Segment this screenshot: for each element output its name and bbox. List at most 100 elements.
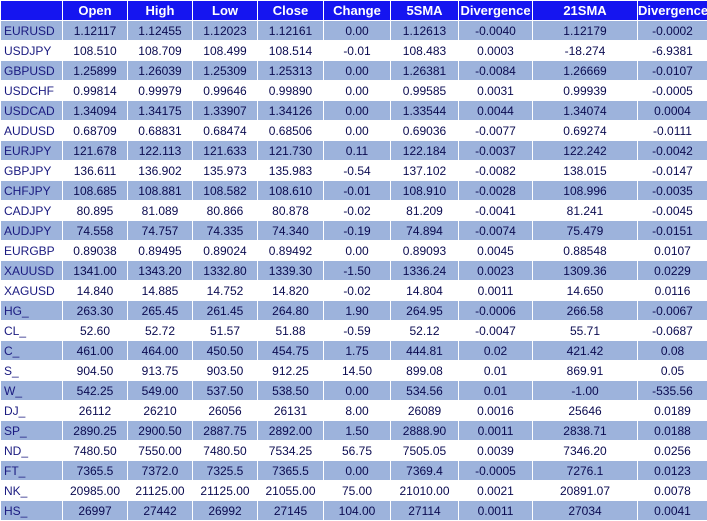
symbol-cell: S_ [0,360,63,381]
symbol-cell: XAGUSD [0,280,63,301]
value-cell: 0.89093 [390,240,459,261]
value-cell: 25646 [532,400,638,421]
table-row: EURUSD 1.12117 1.12455 1.12023 1.12161 0.00 1.… [0,20,707,41]
table-row: AUDUSD 0.68709 0.68831 0.68474 0.68506 0.00 0.… [0,120,707,141]
table-row: FT_ 7365.5 7372.0 7325.5 7365.5 0.00 7369.4 -0.… [0,460,707,481]
value-cell: 0.0189 [637,400,707,421]
value-cell: 265.45 [127,300,193,321]
value-cell: 20891.07 [532,480,638,501]
value-cell: -1.50 [323,260,391,281]
symbol-cell: GBPJPY [0,160,63,181]
table-row: XAUUSD 1341.00 1343.20 1332.80 1339.30 -1.50 1… [0,260,707,281]
symbol-cell: FT_ [0,460,63,481]
value-cell: -0.01 [323,40,391,61]
value-cell: 538.50 [257,380,324,401]
value-cell: 108.499 [192,40,258,61]
value-cell: 1.12179 [532,20,638,41]
value-cell: 26992 [192,500,258,521]
value-cell: 20985.00 [62,480,128,501]
symbol-cell: USDJPY [0,40,63,61]
value-cell: 108.483 [390,40,459,61]
value-cell: 0.0039 [458,440,533,461]
symbol-cell: AUDJPY [0,220,63,241]
value-cell: 1.26381 [390,60,459,81]
value-cell: 0.0004 [637,100,707,121]
table-row: CADJPY 80.895 81.089 80.866 80.878 -0.02 81.20… [0,200,707,221]
value-cell: 74.335 [192,220,258,241]
value-cell: 1336.24 [390,260,459,281]
value-cell: 7480.50 [192,440,258,461]
value-cell: 461.00 [62,340,128,361]
column-header: Close [257,0,324,21]
value-cell: -0.0045 [637,200,707,221]
value-cell: 904.50 [62,360,128,381]
value-cell: 75.479 [532,220,638,241]
value-cell: -0.0005 [458,460,533,481]
value-cell: 0.99890 [257,80,324,101]
value-cell: 80.895 [62,200,128,221]
value-cell: 1.25899 [62,60,128,81]
value-cell: 869.91 [532,360,638,381]
value-cell: 27145 [257,500,324,521]
value-cell: -0.0111 [637,120,707,141]
value-cell: 912.25 [257,360,324,381]
value-cell: 26210 [127,400,193,421]
table-row: W_ 542.25 549.00 537.50 538.50 0.00 534.56 0.01… [0,380,707,401]
value-cell: 0.89495 [127,240,193,261]
value-cell: 0.99646 [192,80,258,101]
value-cell: 135.983 [257,160,324,181]
value-cell: 264.95 [390,300,459,321]
column-header: Open [62,0,128,21]
value-cell: 0.0021 [458,480,533,501]
value-cell: 108.709 [127,40,193,61]
value-cell: 52.60 [62,320,128,341]
value-cell: 1343.20 [127,260,193,281]
value-cell: 464.00 [127,340,193,361]
table-row: CHFJPY 108.685 108.881 108.582 108.610 -0.01 1… [0,180,707,201]
value-cell: 0.0011 [458,500,533,521]
value-cell: 122.242 [532,140,638,161]
value-cell: 7276.1 [532,460,638,481]
symbol-cell: CADJPY [0,200,63,221]
symbol-cell: W_ [0,380,63,401]
value-cell: 1.12023 [192,20,258,41]
value-cell: 135.973 [192,160,258,181]
table-row: USDCAD 1.34094 1.34175 1.33907 1.34126 0.00 1.… [0,100,707,121]
value-cell: 0.99979 [127,80,193,101]
value-cell: 122.184 [390,140,459,161]
value-cell: -0.0074 [458,220,533,241]
value-cell: -0.0002 [637,20,707,41]
value-cell: 108.514 [257,40,324,61]
value-cell: 0.99814 [62,80,128,101]
value-cell: 534.56 [390,380,459,401]
symbol-cell: HG_ [0,300,63,321]
value-cell: 450.50 [192,340,258,361]
table-row: USDCHF 0.99814 0.99979 0.99646 0.99890 0.00 0.… [0,80,707,101]
symbol-cell: XAUUSD [0,260,63,281]
value-cell: 7346.20 [532,440,638,461]
value-cell: 0.02 [458,340,533,361]
value-cell: 7365.5 [62,460,128,481]
value-cell: 899.08 [390,360,459,381]
value-cell: 903.50 [192,360,258,381]
value-cell: -0.0035 [637,180,707,201]
table-row: S_ 904.50 913.75 903.50 912.25 14.50 899.08 0.0… [0,360,707,381]
value-cell: 136.902 [127,160,193,181]
value-cell: 1.12161 [257,20,324,41]
value-cell: 108.910 [390,180,459,201]
value-cell: 454.75 [257,340,324,361]
value-cell: 0.0256 [637,440,707,461]
value-cell: 1.33907 [192,100,258,121]
value-cell: -6.9381 [637,40,707,61]
value-cell: 108.996 [532,180,638,201]
value-cell: 0.01 [458,360,533,381]
value-cell: 0.0023 [458,260,533,281]
value-cell: -18.274 [532,40,638,61]
value-cell: 52.72 [127,320,193,341]
column-header: Change [323,0,391,21]
table-row: HG_ 263.30 265.45 261.45 264.80 1.90 264.95 -0.… [0,300,707,321]
value-cell: 0.68831 [127,120,193,141]
value-cell: 0.0011 [458,420,533,441]
symbol-cell: CL_ [0,320,63,341]
value-cell: -0.0107 [637,60,707,81]
